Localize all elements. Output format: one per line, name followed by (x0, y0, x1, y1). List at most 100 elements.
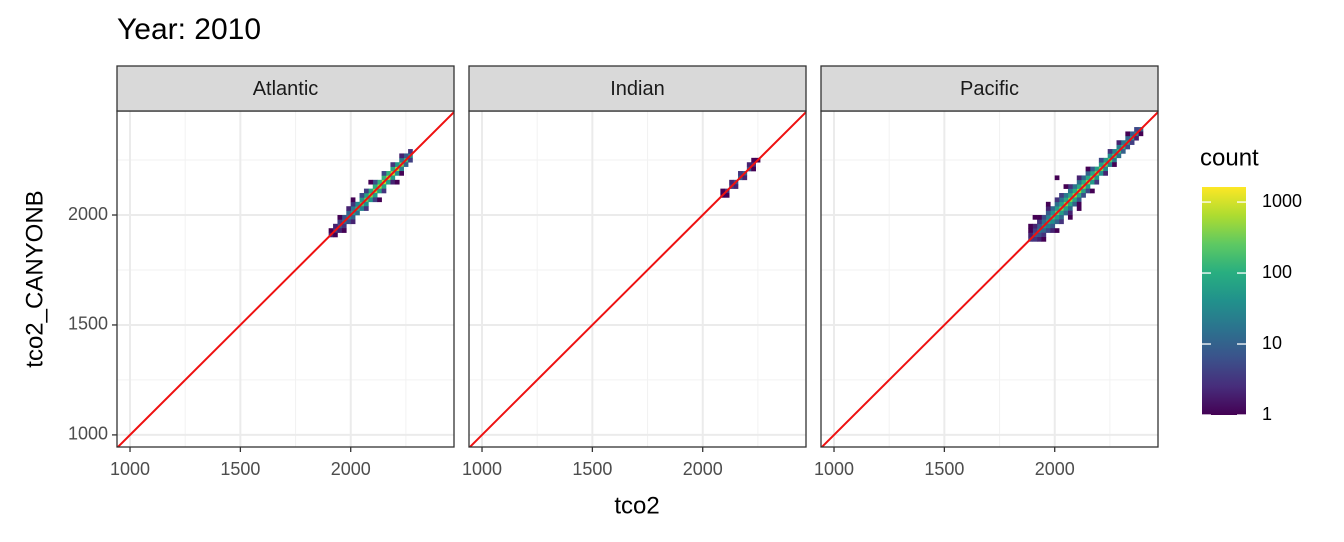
bin (1081, 175, 1086, 181)
bin (1050, 210, 1056, 216)
bin (1054, 175, 1060, 181)
bin (1116, 140, 1122, 145)
legend-tick-label: 100 (1262, 262, 1292, 282)
bin (359, 193, 365, 198)
bin (1063, 184, 1069, 189)
bin (372, 197, 378, 203)
bin (1134, 127, 1139, 132)
bin (1037, 223, 1042, 229)
bin (1045, 206, 1051, 211)
colorbar (1202, 187, 1246, 415)
bin (1037, 237, 1042, 242)
bin (1098, 171, 1104, 176)
bin (394, 171, 400, 176)
bin (1063, 206, 1069, 211)
bin (1045, 223, 1051, 229)
bin (1028, 232, 1033, 238)
bin (1032, 228, 1038, 233)
bin (1045, 210, 1051, 216)
bin (1107, 162, 1113, 167)
bin (372, 193, 378, 198)
bin (1045, 215, 1051, 220)
bin (1076, 193, 1082, 198)
y-tick-label: 2000 (68, 204, 108, 224)
bin (390, 179, 396, 185)
bin (1059, 215, 1064, 220)
bin (1041, 232, 1047, 238)
bin (1085, 175, 1091, 181)
bin (1076, 197, 1082, 203)
bin (368, 179, 374, 185)
bin (337, 215, 343, 220)
bin (337, 219, 343, 225)
bin (386, 179, 391, 185)
bin (1090, 179, 1095, 185)
bin (1116, 153, 1122, 159)
bin (399, 153, 404, 159)
bin (1090, 171, 1095, 176)
bin (1059, 219, 1064, 225)
bin (337, 228, 343, 233)
bin (399, 166, 404, 172)
bin (1054, 219, 1060, 225)
x-tick-label: 2000 (331, 459, 371, 479)
x-axis-label: tco2 (614, 492, 659, 519)
legend-title: count (1200, 144, 1259, 171)
bin (1120, 140, 1126, 145)
bin (1134, 135, 1139, 141)
bin (1125, 131, 1131, 137)
bin (1081, 188, 1086, 194)
reference-line (821, 111, 1158, 447)
bin (1090, 188, 1095, 194)
strip (116, 65, 455, 112)
bin (1072, 197, 1078, 203)
bin (1094, 166, 1100, 172)
bin (738, 171, 743, 176)
x-tick-label: 1500 (220, 459, 260, 479)
bin (399, 171, 404, 176)
bin (394, 179, 400, 185)
bin (1067, 184, 1073, 189)
bin (1067, 215, 1073, 220)
bin (363, 193, 369, 198)
y-axis-label: tco2_CANYONB (21, 190, 48, 367)
bin (377, 179, 382, 185)
bin (394, 162, 400, 167)
bin (751, 157, 756, 163)
bin (381, 171, 387, 176)
bin (1067, 188, 1073, 194)
bin (1076, 179, 1082, 185)
bin (1085, 171, 1091, 176)
bin (1129, 131, 1135, 137)
bin (1098, 162, 1104, 167)
reference-line (469, 111, 806, 447)
bin (1125, 144, 1131, 150)
bin (1032, 223, 1038, 229)
bin (1037, 232, 1042, 238)
bin (1067, 206, 1073, 211)
bin (399, 157, 404, 163)
x-tick-label: 1000 (814, 459, 854, 479)
bin (403, 153, 409, 159)
x-tick-label: 2000 (1035, 459, 1075, 479)
bin (390, 166, 396, 172)
bin (341, 223, 347, 229)
bin (1125, 135, 1131, 141)
bin (1059, 197, 1064, 203)
bin (1032, 215, 1038, 220)
bin (1098, 157, 1104, 163)
strip-label: Atlantic (253, 78, 319, 100)
bin (1050, 223, 1056, 229)
bin (355, 210, 360, 216)
bin (720, 188, 726, 194)
bin (1076, 175, 1082, 181)
bin (1032, 237, 1038, 242)
bin (1067, 210, 1073, 216)
bin (1090, 166, 1095, 172)
bin (350, 197, 356, 203)
bin (1107, 149, 1113, 154)
bin (381, 175, 387, 181)
bin (724, 193, 730, 198)
bin (341, 228, 347, 233)
